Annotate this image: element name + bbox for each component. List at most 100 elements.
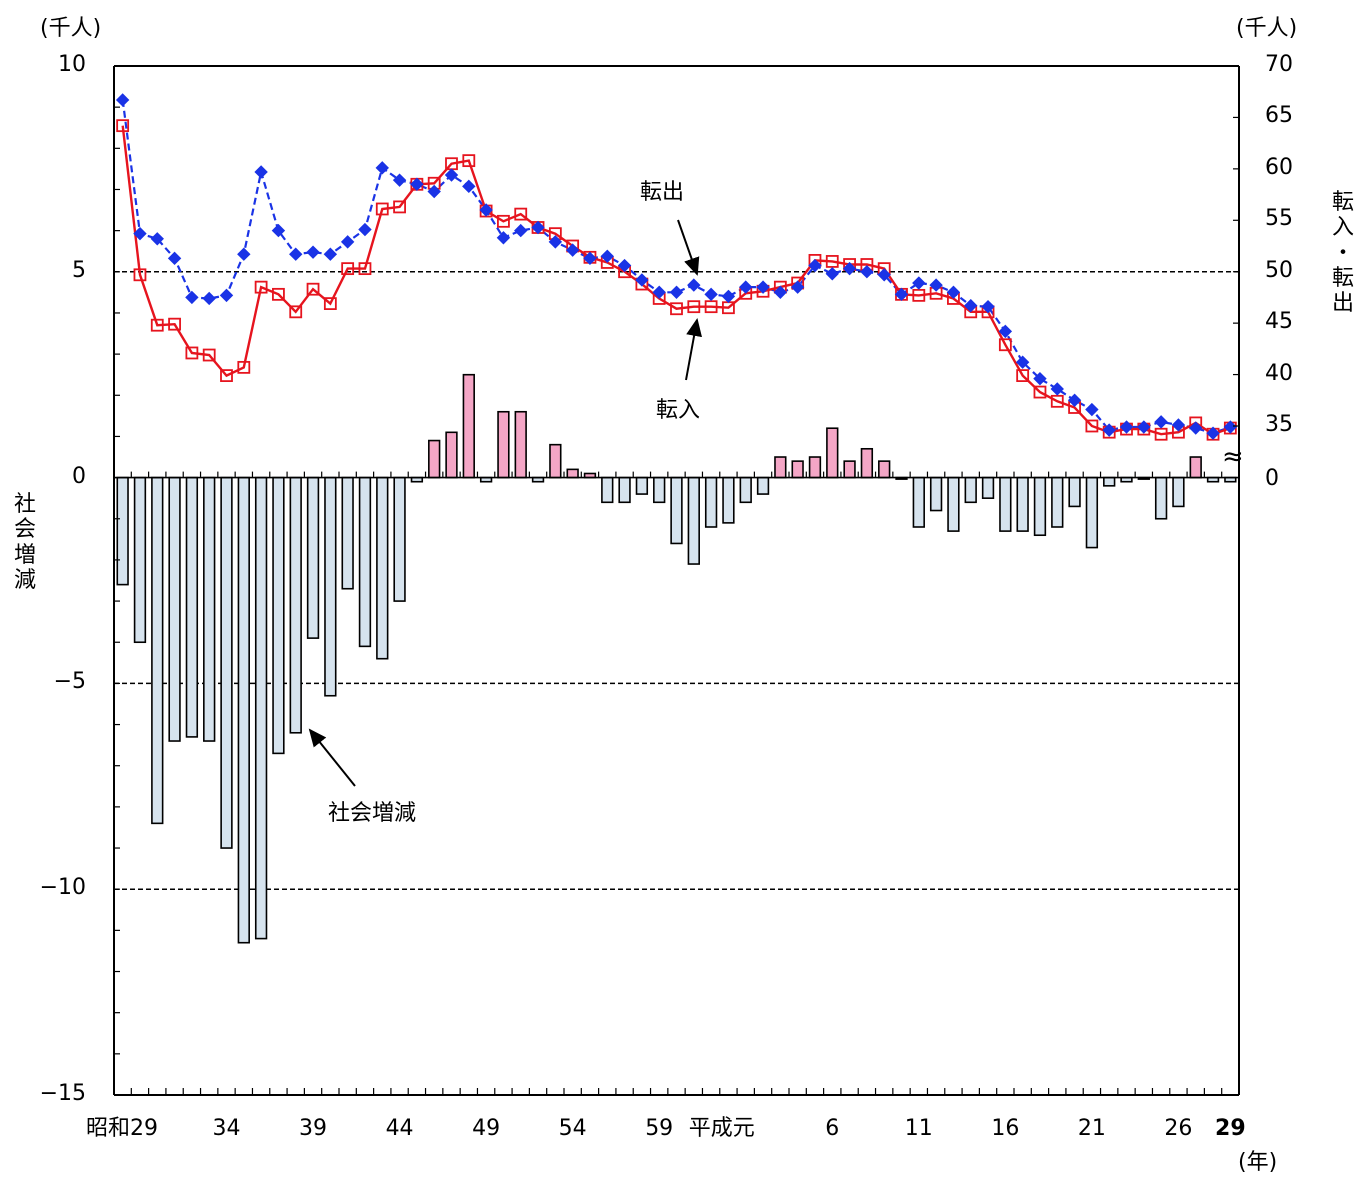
annotation-inflow: 転入 — [656, 398, 701, 423]
inflow-marker — [1033, 385, 1047, 399]
bar — [185, 476, 199, 738]
outflow-marker — [721, 289, 736, 304]
inflow-marker — [341, 262, 355, 276]
bar — [254, 476, 268, 940]
bar — [981, 476, 995, 499]
zero-line-group — [113, 471, 1240, 479]
bar — [1068, 476, 1081, 508]
x-tick-label: 11 — [904, 1116, 933, 1141]
x-tick-label: 49 — [472, 1116, 501, 1141]
annotation-social-change: 社会増減 — [328, 801, 417, 826]
bar — [947, 476, 960, 532]
outflow-marker — [462, 179, 476, 194]
tick-marks — [113, 65, 1240, 1096]
bar — [601, 476, 614, 504]
bar — [860, 447, 874, 479]
inflow-marker — [150, 318, 164, 332]
bar — [1016, 476, 1029, 532]
bar — [462, 373, 475, 479]
outflow-marker — [237, 247, 251, 261]
bar — [168, 476, 181, 742]
outflow-marker — [739, 280, 753, 294]
outflow-marker — [323, 247, 338, 261]
outflow-marker — [946, 285, 961, 299]
inflow-marker — [687, 300, 701, 314]
right-tick-label: 45 — [1265, 309, 1293, 335]
outflow-marker — [877, 268, 891, 282]
outflow-marker — [1015, 355, 1030, 369]
bar — [618, 476, 631, 504]
right-tick-label: 50 — [1265, 257, 1293, 283]
inflow-marker — [912, 288, 926, 302]
left-tick-label: −10 — [39, 875, 86, 901]
inflow-marker — [202, 348, 216, 362]
outflow-marker — [1102, 423, 1116, 437]
outflow-marker — [254, 165, 268, 179]
bar — [1172, 476, 1185, 508]
bar — [999, 476, 1012, 532]
outflow-marker — [565, 243, 580, 257]
right-axis-title: 転入・転出 — [1331, 190, 1354, 317]
outflow-marker — [1119, 420, 1134, 434]
right-tick-label: 55 — [1265, 206, 1293, 232]
inflow-marker — [1016, 369, 1030, 383]
outflow-marker — [185, 290, 199, 305]
x-tick-label: 39 — [299, 1116, 328, 1141]
outflow-marker — [583, 251, 597, 266]
axis-break-mark: ≈ — [1222, 442, 1244, 472]
x-tick-label: 59 — [645, 1116, 674, 1141]
inflow-marker — [306, 282, 320, 296]
outflow-marker — [1085, 402, 1099, 417]
inflow-marker — [133, 268, 147, 282]
x-tick-label: 昭和29 — [85, 1116, 158, 1141]
inflow-marker — [168, 317, 181, 331]
bar — [670, 476, 683, 545]
bar — [1154, 476, 1168, 520]
bar — [912, 476, 925, 528]
outflow-marker — [1154, 415, 1168, 429]
inflow-marker — [704, 300, 718, 314]
inflow-marker — [670, 302, 683, 316]
x-tick-label: 26 — [1164, 1116, 1193, 1141]
bar — [203, 476, 216, 742]
outflow-marker — [1137, 420, 1151, 434]
inflow-marker — [998, 338, 1012, 352]
bar — [324, 476, 337, 697]
inflow-marker — [237, 360, 251, 374]
right-tick-label: 60 — [1265, 154, 1293, 180]
outflow-marker — [150, 232, 164, 246]
bar — [1189, 456, 1202, 479]
outflow-marker — [306, 245, 320, 259]
bar — [306, 476, 320, 639]
x-tick-label: 21 — [1077, 1116, 1106, 1141]
bar — [133, 476, 147, 644]
bar — [220, 476, 233, 849]
bar — [687, 476, 700, 565]
outflow-marker — [981, 299, 995, 314]
bar — [151, 476, 164, 825]
outflow-marker — [600, 249, 614, 263]
outflow-marker — [444, 168, 459, 182]
inflow-marker — [220, 369, 233, 383]
outflow-marker — [496, 231, 511, 245]
bar — [1051, 476, 1064, 528]
outflow-marker — [687, 278, 701, 292]
outflow-marker — [1189, 421, 1203, 435]
outflow-marker — [825, 267, 839, 281]
bar — [704, 476, 718, 528]
outflow-marker — [133, 226, 147, 241]
outflow-marker — [340, 235, 355, 249]
right-tick-label: 40 — [1265, 360, 1293, 386]
outflow-marker — [808, 258, 822, 273]
right-tick-label: 35 — [1265, 412, 1293, 437]
outflow-marker — [1206, 426, 1220, 440]
outflow-marker — [410, 177, 424, 191]
outflow-marker — [756, 280, 770, 294]
outflow-marker — [531, 220, 545, 235]
inflow-marker — [462, 154, 476, 168]
outflow-marker — [894, 287, 909, 302]
bar — [514, 410, 527, 479]
inflow-marker — [375, 202, 389, 216]
bar — [774, 456, 787, 479]
annotation-outflow: 転出 — [640, 180, 685, 205]
